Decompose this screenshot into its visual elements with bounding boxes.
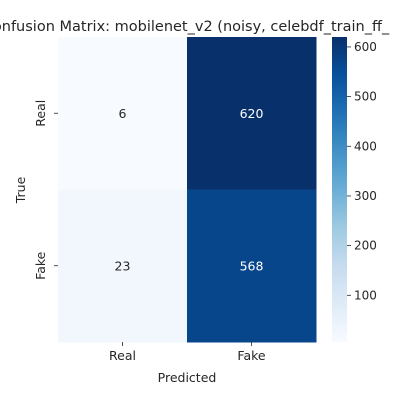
x-tick-label: Real <box>109 348 136 363</box>
colorbar-tick-label: 600 <box>354 40 377 54</box>
heatmap-cell-labels: 6 620 23 568 <box>115 106 264 274</box>
heatmap-cell-real-real <box>58 37 188 190</box>
y-axis-label: True <box>13 176 28 204</box>
colorbar-tick-label: 300 <box>354 189 377 203</box>
cell-value-label: 6 <box>119 106 127 121</box>
y-axis-ticks: Real Fake <box>33 100 58 280</box>
colorbar-tick-label: 200 <box>354 239 377 253</box>
cell-value-label: 620 <box>240 106 264 121</box>
cell-value-label: 23 <box>115 258 131 273</box>
heatmap-cell-real-fake <box>187 37 317 190</box>
x-axis-ticks: Real Fake <box>109 342 266 363</box>
colorbar-ticks: 100 200 300 400 500 600 <box>347 40 377 302</box>
heatmap-cell-fake-real <box>58 189 188 343</box>
heatmap-cells <box>58 37 317 343</box>
y-tick-label: Fake <box>33 251 48 279</box>
y-tick-label: Real <box>33 100 48 127</box>
heatmap-cell-fake-fake <box>187 189 317 343</box>
colorbar-tick-label: 400 <box>354 139 377 153</box>
colorbar-tick-label: 100 <box>354 288 377 302</box>
chart-title: Confusion Matrix: mobilenet_v2 (noisy, c… <box>0 19 390 35</box>
x-tick-label: Fake <box>237 348 265 363</box>
cell-value-label: 568 <box>240 258 264 273</box>
x-axis-label: Predicted <box>158 370 217 385</box>
colorbar-tick-label: 500 <box>354 90 377 104</box>
colorbar <box>332 37 347 342</box>
